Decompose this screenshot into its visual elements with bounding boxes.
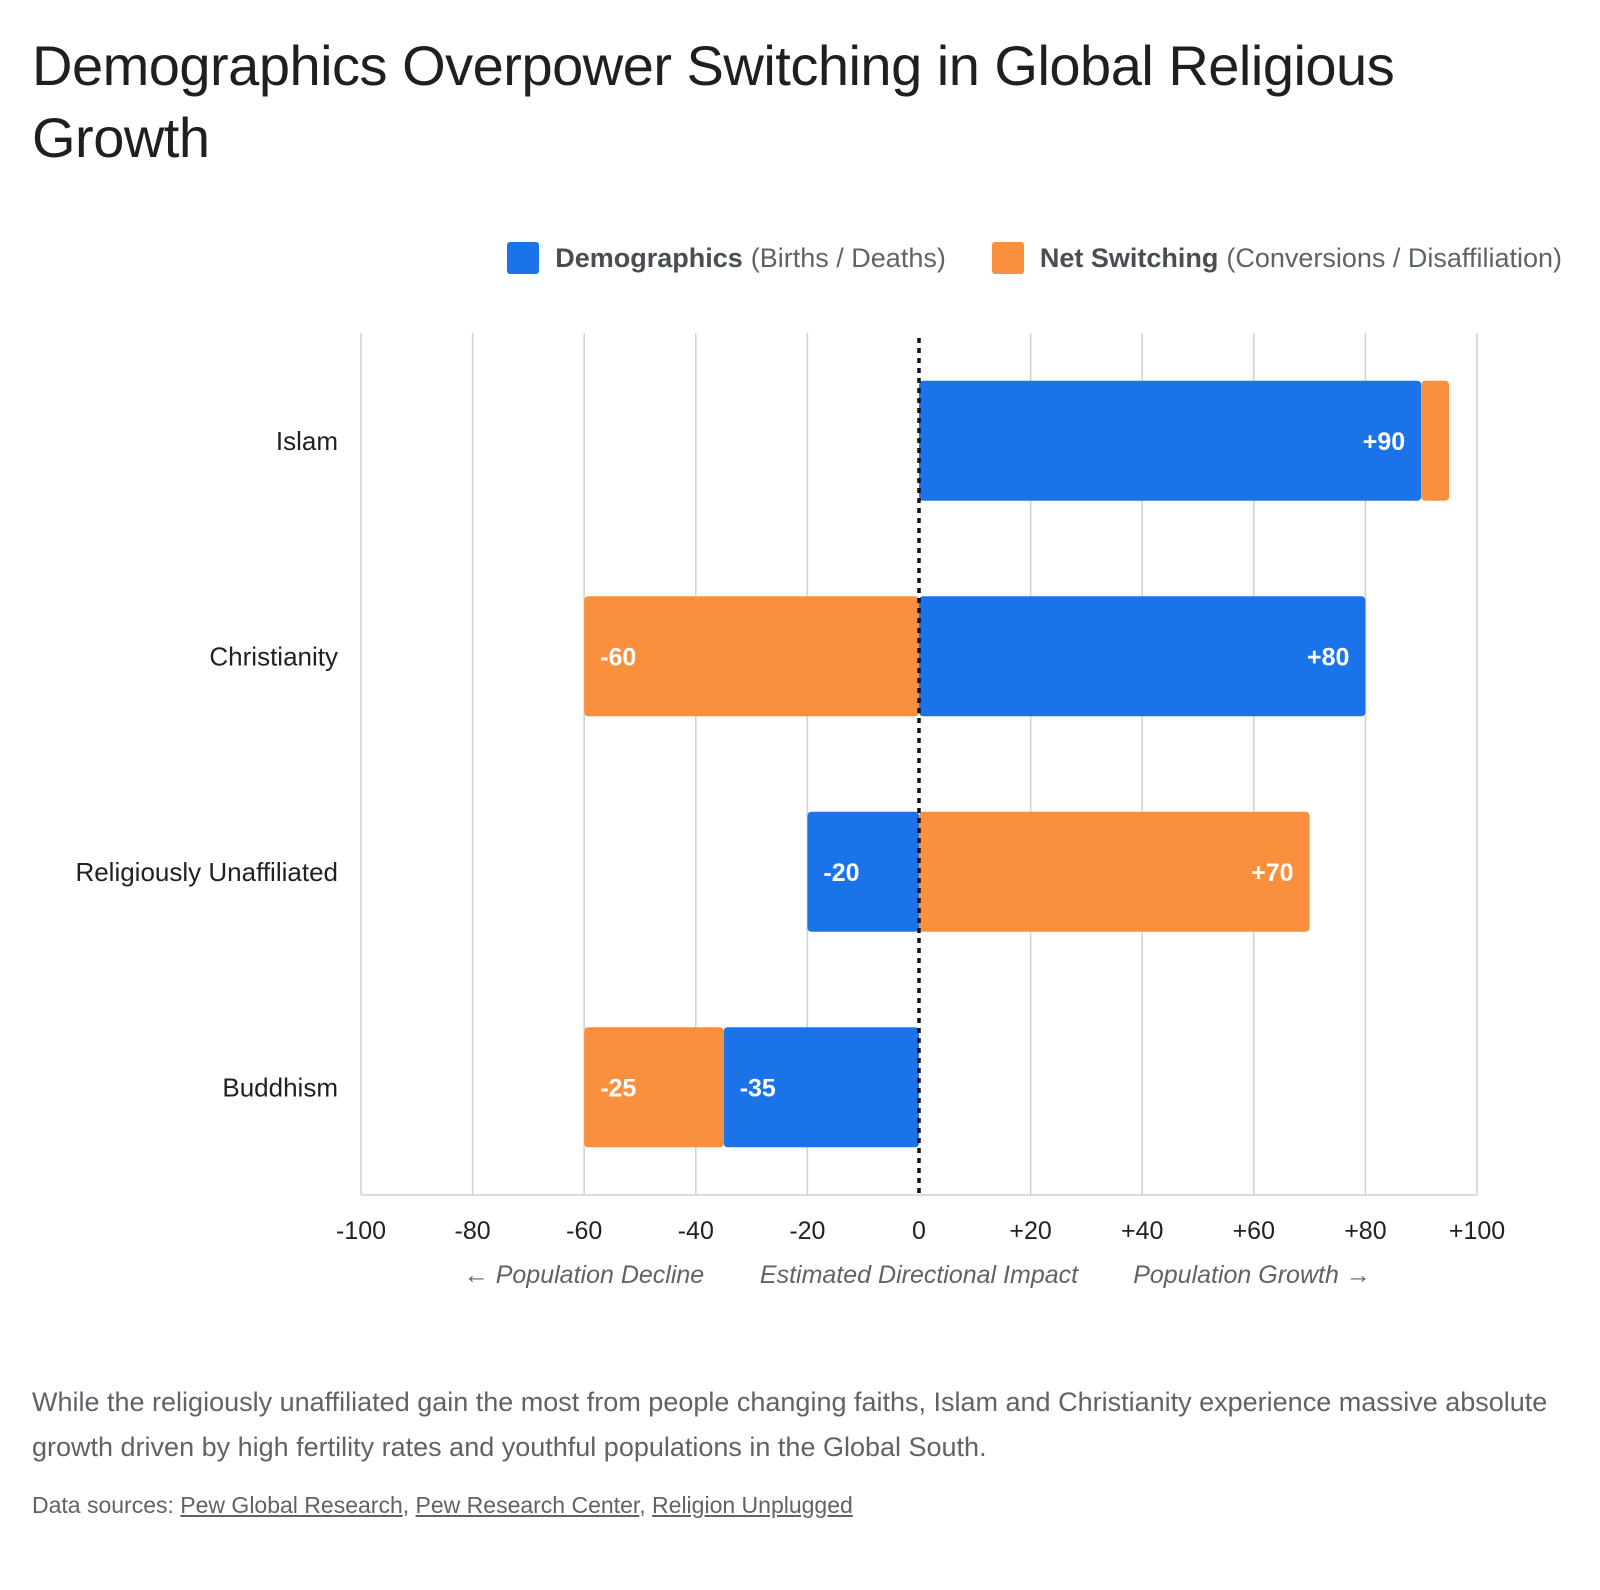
- bar-chart: +90 Islam +80 -60 Christianity -20 +70 Religiou…: [75, 333, 1505, 1289]
- data-label-christianity-net-switching: -60: [600, 643, 636, 671]
- legend-item-net-switching: Net Switching (Conversions / Disaffiliat…: [991, 242, 1562, 274]
- data-sources: Data sources: Pew Global Research, Pew R…: [32, 1492, 853, 1518]
- legend-swatch-net-switching: [991, 242, 1024, 274]
- tick-label-plusminus-80: +80: [1344, 1217, 1386, 1245]
- legend-detail-net-switching: (Conversions / Disaffiliation): [1226, 242, 1562, 273]
- tick-label-plusminus-20: +20: [1009, 1217, 1051, 1245]
- bar-buddhism-net-switching: [584, 1027, 724, 1148]
- legend-label-demographics: Demographics: [555, 242, 743, 273]
- bar-buddhism-demographics: [723, 1027, 919, 1148]
- category-label-islam: Islam: [276, 426, 338, 456]
- bar-religiously-unaffiliated-net-switching: [919, 811, 1310, 932]
- bar-christianity-demographics: [919, 596, 1366, 717]
- tick-label-plusminus-40: +40: [1121, 1217, 1163, 1245]
- tick-label-zero: 0: [912, 1217, 926, 1245]
- bar-islam-net-switching: [1421, 380, 1450, 501]
- data-label-religiously-unaffiliated-demographics: -20: [823, 859, 859, 887]
- source-link-pew-research-center[interactable]: Pew Research Center: [415, 1492, 640, 1518]
- x-axis-label-decline: ← Population Decline: [464, 1261, 704, 1289]
- data-label-christianity-demographics: +80: [1307, 643, 1349, 671]
- sources-prefix: Data sources:: [32, 1492, 174, 1518]
- legend-swatch-demographics: [507, 242, 540, 274]
- chart-caption: While the religiously unaffiliated gain …: [32, 1387, 1548, 1462]
- data-label-buddhism-demographics: -35: [740, 1074, 776, 1102]
- tick-label-minus-100: -100: [336, 1217, 386, 1245]
- chart-legend: Demographics (Births / Deaths) Net Switc…: [461, 242, 1562, 274]
- bar-islam-demographics: [919, 380, 1422, 501]
- tick-label-minus-80: -80: [455, 1217, 491, 1245]
- data-label-islam-demographics: +90: [1363, 428, 1405, 456]
- bar-christianity-net-switching: [584, 596, 919, 717]
- legend-label-net-switching: Net Switching: [1039, 242, 1219, 273]
- tick-label-plusminus-60: +60: [1233, 1217, 1275, 1245]
- data-label-buddhism-net-switching: -25: [600, 1074, 636, 1102]
- tick-label-plusminus-100: +100: [1449, 1217, 1505, 1245]
- tick-label-minus-60: -60: [566, 1217, 602, 1245]
- source-link-religion-unplugged[interactable]: Religion Unplugged: [652, 1492, 853, 1518]
- legend-detail-demographics: (Births / Deaths): [750, 242, 946, 273]
- category-label-christianity: Christianity: [209, 641, 338, 671]
- data-label-religiously-unaffiliated-net-switching: +70: [1251, 859, 1293, 887]
- chart-title: Demographics Overpower Switching in Glob…: [32, 34, 1395, 169]
- tick-label-minus-40: -40: [678, 1217, 714, 1245]
- x-axis-title: Estimated Directional Impact: [760, 1261, 1079, 1289]
- x-axis-label-growth: Population Growth →: [1133, 1261, 1371, 1289]
- bar-religiously-unaffiliated-demographics: [807, 811, 919, 932]
- tick-label-minus-20: -20: [789, 1217, 825, 1245]
- category-label-buddhism: Buddhism: [222, 1072, 338, 1102]
- source-link-pew-global-research[interactable]: Pew Global Research: [180, 1492, 403, 1518]
- legend-item-demographics: Demographics (Births / Deaths): [507, 242, 946, 274]
- category-label-religiously-unaffiliated: Religiously Unaffiliated: [75, 857, 338, 887]
